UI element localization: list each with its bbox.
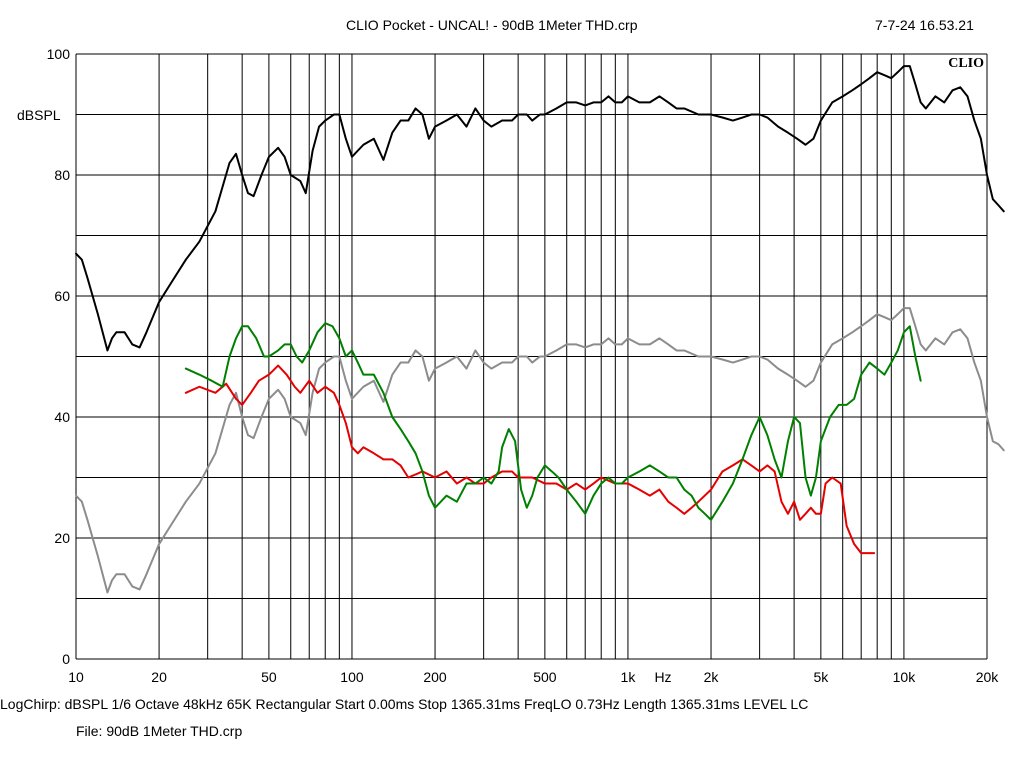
x-tick-label: 20 (151, 669, 167, 685)
timestamp: 7-7-24 16.53.21 (875, 17, 974, 33)
x-tick-label: 10k (893, 669, 917, 685)
clio-logo: CLIO (948, 56, 984, 71)
chart-curves (75, 65, 1005, 594)
chart-ticks: 10 20 50 100 200 500 1k 2k 5k 10k 20k 0 20 40 60 80 100 (47, 46, 1000, 685)
y-tick-label: 40 (54, 409, 70, 425)
y-tick-label: 20 (54, 530, 70, 546)
series-line-1 (75, 65, 1005, 352)
y-tick-label: 0 (62, 651, 70, 667)
y-tick-label: 80 (54, 167, 70, 183)
chart-title: CLIO Pocket - UNCAL! - 90dB 1Meter THD.c… (346, 17, 638, 33)
y-tick-label: 100 (47, 46, 71, 62)
x-tick-label: 50 (261, 669, 277, 685)
x-tick-label: 500 (533, 669, 557, 685)
x-tick-label: 5k (813, 669, 829, 685)
x-tick-label: 2k (704, 669, 720, 685)
series-line-4 (184, 322, 922, 521)
y-tick-label: 60 (54, 288, 70, 304)
chart-grid (75, 53, 988, 660)
series-line-2 (75, 307, 1005, 594)
x-tick-label: 100 (340, 669, 364, 685)
acquisition-settings: LogChirp: dBSPL 1/6 Octave 48kHz 65K Rec… (0, 696, 809, 712)
y-axis-label: dBSPL (17, 107, 61, 123)
x-tick-label: 20k (976, 669, 1000, 685)
series-line-3 (184, 364, 876, 555)
x-tick-label: 10 (68, 669, 84, 685)
x-axis-label: Hz (654, 669, 671, 685)
x-tick-label: 1k (621, 669, 637, 685)
x-tick-label: 200 (423, 669, 447, 685)
file-name: File: 90dB 1Meter THD.crp (76, 723, 243, 739)
